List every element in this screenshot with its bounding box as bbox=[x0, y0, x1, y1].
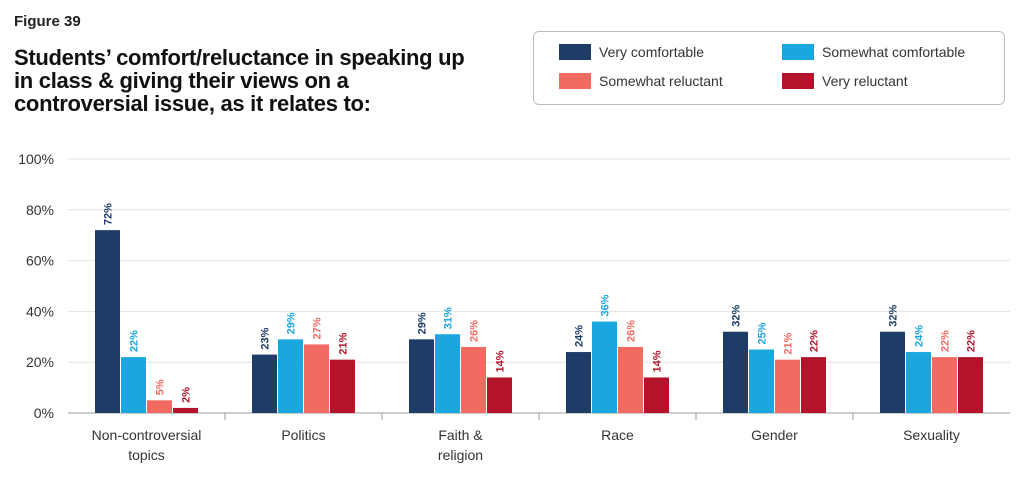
bar bbox=[252, 354, 277, 413]
x-tick-label: Politics bbox=[281, 427, 325, 443]
bar bbox=[644, 377, 669, 413]
x-tick-label: religion bbox=[438, 447, 483, 463]
data-label: 14% bbox=[652, 350, 664, 372]
x-tick-label: Gender bbox=[751, 427, 798, 443]
y-tick-label: 40% bbox=[26, 303, 54, 319]
bar bbox=[95, 230, 120, 413]
data-label: 72% bbox=[103, 203, 115, 225]
y-tick-label: 80% bbox=[26, 202, 54, 218]
data-label: 21% bbox=[783, 332, 795, 354]
legend-label-somewhat-reluctant: Somewhat reluctant bbox=[599, 73, 723, 89]
data-label: 27% bbox=[312, 317, 324, 339]
bar bbox=[749, 349, 774, 413]
data-label: 22% bbox=[809, 330, 821, 352]
bar bbox=[409, 339, 434, 413]
bar bbox=[775, 359, 800, 413]
y-tick-label: 60% bbox=[26, 253, 54, 269]
data-label: 22% bbox=[940, 330, 952, 352]
data-label: 21% bbox=[338, 332, 350, 354]
legend-swatch-somewhat-comfortable bbox=[782, 44, 814, 60]
data-label: 2% bbox=[181, 387, 193, 403]
legend-item-somewhat-comfortable: Somewhat comfortable bbox=[782, 44, 965, 60]
data-label: 31% bbox=[443, 307, 455, 329]
bar bbox=[121, 357, 146, 413]
y-tick-label: 0% bbox=[34, 405, 54, 421]
legend-swatch-very-comfortable bbox=[559, 44, 591, 60]
bar bbox=[278, 339, 303, 413]
bar bbox=[932, 357, 957, 413]
bar bbox=[304, 344, 329, 413]
legend-swatch-somewhat-reluctant bbox=[559, 73, 591, 89]
legend-item-very-reluctant: Very reluctant bbox=[782, 73, 908, 89]
legend-label-very-reluctant: Very reluctant bbox=[822, 73, 908, 89]
x-tick-label: Non-controversial bbox=[92, 427, 202, 443]
data-label: 25% bbox=[757, 322, 769, 344]
data-label: 32% bbox=[888, 304, 900, 326]
legend-item-somewhat-reluctant: Somewhat reluctant bbox=[559, 73, 723, 89]
data-label: 24% bbox=[914, 325, 926, 347]
bar bbox=[801, 357, 826, 413]
legend: Very comfortable Somewhat comfortable So… bbox=[533, 31, 1005, 105]
data-label: 24% bbox=[574, 325, 586, 347]
bar bbox=[592, 321, 617, 413]
x-tick-label: topics bbox=[128, 447, 165, 463]
data-label: 29% bbox=[417, 312, 429, 334]
legend-swatch-very-reluctant bbox=[782, 73, 814, 89]
legend-label-somewhat-comfortable: Somewhat comfortable bbox=[822, 44, 966, 60]
legend-label-very-comfortable: Very comfortable bbox=[599, 44, 705, 60]
x-tick-label: Race bbox=[601, 427, 634, 443]
y-tick-label: 100% bbox=[18, 151, 54, 167]
data-label: 23% bbox=[260, 327, 272, 349]
bar bbox=[461, 346, 486, 413]
figure-label: Figure 39 bbox=[14, 13, 81, 30]
legend-item-very-comfortable: Very comfortable bbox=[559, 44, 704, 60]
bar bbox=[958, 357, 983, 413]
data-label: 14% bbox=[495, 350, 507, 372]
data-label: 36% bbox=[600, 294, 612, 316]
data-label: 5% bbox=[155, 379, 167, 395]
bar bbox=[618, 346, 643, 413]
data-label: 29% bbox=[286, 312, 298, 334]
data-label: 26% bbox=[469, 320, 481, 342]
bar bbox=[906, 352, 931, 413]
data-label: 22% bbox=[966, 330, 978, 352]
data-label: 22% bbox=[129, 330, 141, 352]
data-label: 26% bbox=[626, 320, 638, 342]
bar bbox=[880, 331, 905, 413]
bar bbox=[723, 331, 748, 413]
y-tick-label: 20% bbox=[26, 354, 54, 370]
chart-title: Students’ comfort/reluctance in speaking… bbox=[14, 45, 465, 116]
bar bbox=[435, 334, 460, 413]
bar bbox=[173, 407, 198, 413]
bar bbox=[330, 359, 355, 413]
bar bbox=[487, 377, 512, 413]
data-label: 32% bbox=[731, 304, 743, 326]
bar bbox=[147, 400, 172, 413]
bar bbox=[566, 352, 591, 413]
x-tick-label: Faith & bbox=[438, 427, 483, 443]
x-tick-label: Sexuality bbox=[903, 427, 960, 443]
